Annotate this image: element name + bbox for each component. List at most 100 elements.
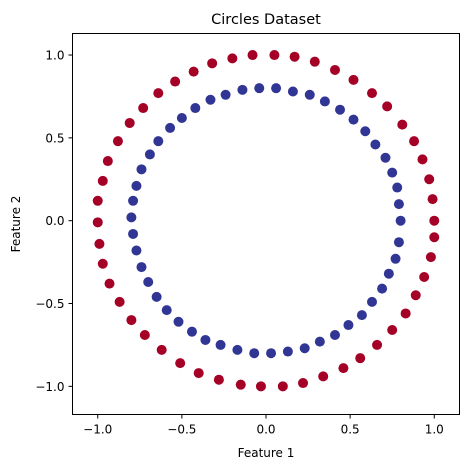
- data-point-series1-8: [367, 88, 377, 99]
- data-point-series1-48: [419, 272, 430, 283]
- data-point-series1-50: [429, 232, 440, 243]
- data-point-series2-9: [335, 104, 346, 115]
- data-point-series1-30: [114, 296, 125, 307]
- data-point-series1-25: [92, 195, 103, 206]
- data-point-series2-23: [136, 164, 147, 175]
- data-point-series2-24: [131, 180, 142, 191]
- data-point-series1-45: [387, 325, 398, 336]
- data-point-series1-24: [97, 175, 108, 186]
- data-point-series2-25: [128, 195, 139, 206]
- y-tick-label: −0.5: [35, 297, 64, 311]
- data-point-series1-20: [138, 103, 149, 114]
- data-point-series2-15: [237, 84, 248, 95]
- data-point-series2-11: [304, 89, 315, 100]
- data-point-series1-27: [94, 238, 105, 249]
- data-point-series1-11: [309, 56, 320, 67]
- data-point-series2-50: [393, 237, 404, 248]
- data-point-series2-28: [131, 245, 142, 256]
- data-point-series2-48: [383, 268, 394, 279]
- data-point-series2-49: [390, 253, 401, 264]
- data-point-series1-36: [213, 374, 224, 385]
- data-point-series1-17: [188, 66, 199, 77]
- data-point-series1-42: [338, 363, 349, 374]
- data-point-series2-30: [143, 276, 154, 287]
- data-point-series2-33: [173, 316, 184, 327]
- data-point-series1-21: [124, 117, 135, 128]
- x-tick-label: 0.0: [256, 423, 275, 437]
- x-axis-label: Feature 1: [238, 446, 295, 460]
- chart-title: Circles Dataset: [211, 12, 321, 28]
- data-point-series2-17: [205, 94, 216, 105]
- plot-area: [72, 33, 460, 415]
- x-axis: −1.0 −0.5 0.0 0.5 1.0: [83, 414, 444, 437]
- data-point-series1-5: [409, 136, 420, 147]
- data-point-series1-44: [372, 339, 383, 350]
- data-point-series2-46: [367, 296, 377, 307]
- data-point-series2-7: [360, 126, 371, 137]
- data-point-series2-42: [314, 336, 325, 347]
- data-point-series1-19: [153, 88, 164, 99]
- data-point-series1-23: [102, 156, 113, 167]
- data-point-series1-32: [139, 329, 150, 340]
- data-point-series2-8: [348, 114, 359, 125]
- data-point-series2-45: [356, 310, 367, 321]
- data-point-series1-35: [193, 368, 204, 379]
- data-point-series2-40: [282, 346, 293, 357]
- data-point-series1-43: [355, 353, 366, 364]
- data-point-series2-38: [249, 348, 260, 359]
- data-point-series1-41: [318, 371, 329, 382]
- data-point-series2-22: [144, 149, 155, 160]
- x-tick-label: 1.0: [425, 423, 444, 437]
- data-point-series2-2: [393, 199, 404, 210]
- data-point-series2-35: [200, 334, 211, 345]
- data-point-series1-4: [417, 154, 428, 165]
- data-point-series2-47: [377, 283, 388, 294]
- data-point-series2-43: [329, 329, 340, 340]
- data-point-series2-20: [165, 122, 176, 133]
- data-point-series2-19: [176, 112, 187, 123]
- data-point-series2-12: [287, 86, 298, 97]
- data-point-series2-27: [128, 228, 139, 239]
- x-tick-label: 0.5: [341, 423, 360, 437]
- data-point-series1-28: [97, 258, 108, 269]
- data-point-series1-47: [410, 290, 421, 301]
- y-tick-label: 0.5: [45, 131, 64, 145]
- data-point-series1-34: [175, 358, 186, 369]
- data-point-series2-6: [370, 139, 381, 150]
- data-point-series1-29: [104, 278, 115, 289]
- data-point-series2-14: [254, 83, 265, 94]
- data-point-series1-39: [277, 381, 288, 392]
- data-point-series1-15: [227, 53, 238, 64]
- data-point-series2-41: [299, 343, 310, 354]
- data-point-series1-31: [126, 315, 137, 326]
- data-point-series2-4: [387, 167, 398, 178]
- data-point-series2-34: [186, 326, 197, 337]
- y-tick-label: 1.0: [45, 49, 64, 63]
- data-point-series1-2: [427, 194, 438, 205]
- data-point-series2-3: [392, 182, 403, 193]
- data-point-series1-22: [112, 136, 123, 147]
- x-tick-label: −0.5: [167, 423, 196, 437]
- points-layer: [92, 50, 440, 392]
- data-point-series2-37: [232, 344, 243, 355]
- data-point-series1-9: [348, 74, 359, 85]
- data-point-series2-13: [271, 83, 282, 94]
- data-point-series2-36: [215, 339, 226, 350]
- data-point-series1-40: [298, 378, 309, 389]
- data-point-series1-38: [255, 381, 266, 392]
- data-point-series1-33: [156, 344, 167, 355]
- data-point-series2-29: [136, 262, 147, 273]
- data-point-series2-44: [343, 320, 354, 331]
- data-point-series1-3: [424, 174, 435, 185]
- data-point-series1-12: [289, 51, 300, 62]
- data-point-series2-31: [151, 291, 162, 302]
- data-point-series2-5: [380, 152, 391, 163]
- data-point-series1-13: [269, 50, 280, 61]
- data-point-series2-10: [319, 96, 330, 107]
- data-point-series1-46: [400, 308, 411, 319]
- data-point-series2-39: [266, 348, 277, 359]
- data-point-series1-18: [170, 76, 181, 87]
- data-point-series1-49: [425, 252, 436, 263]
- data-point-series2-1: [395, 215, 406, 226]
